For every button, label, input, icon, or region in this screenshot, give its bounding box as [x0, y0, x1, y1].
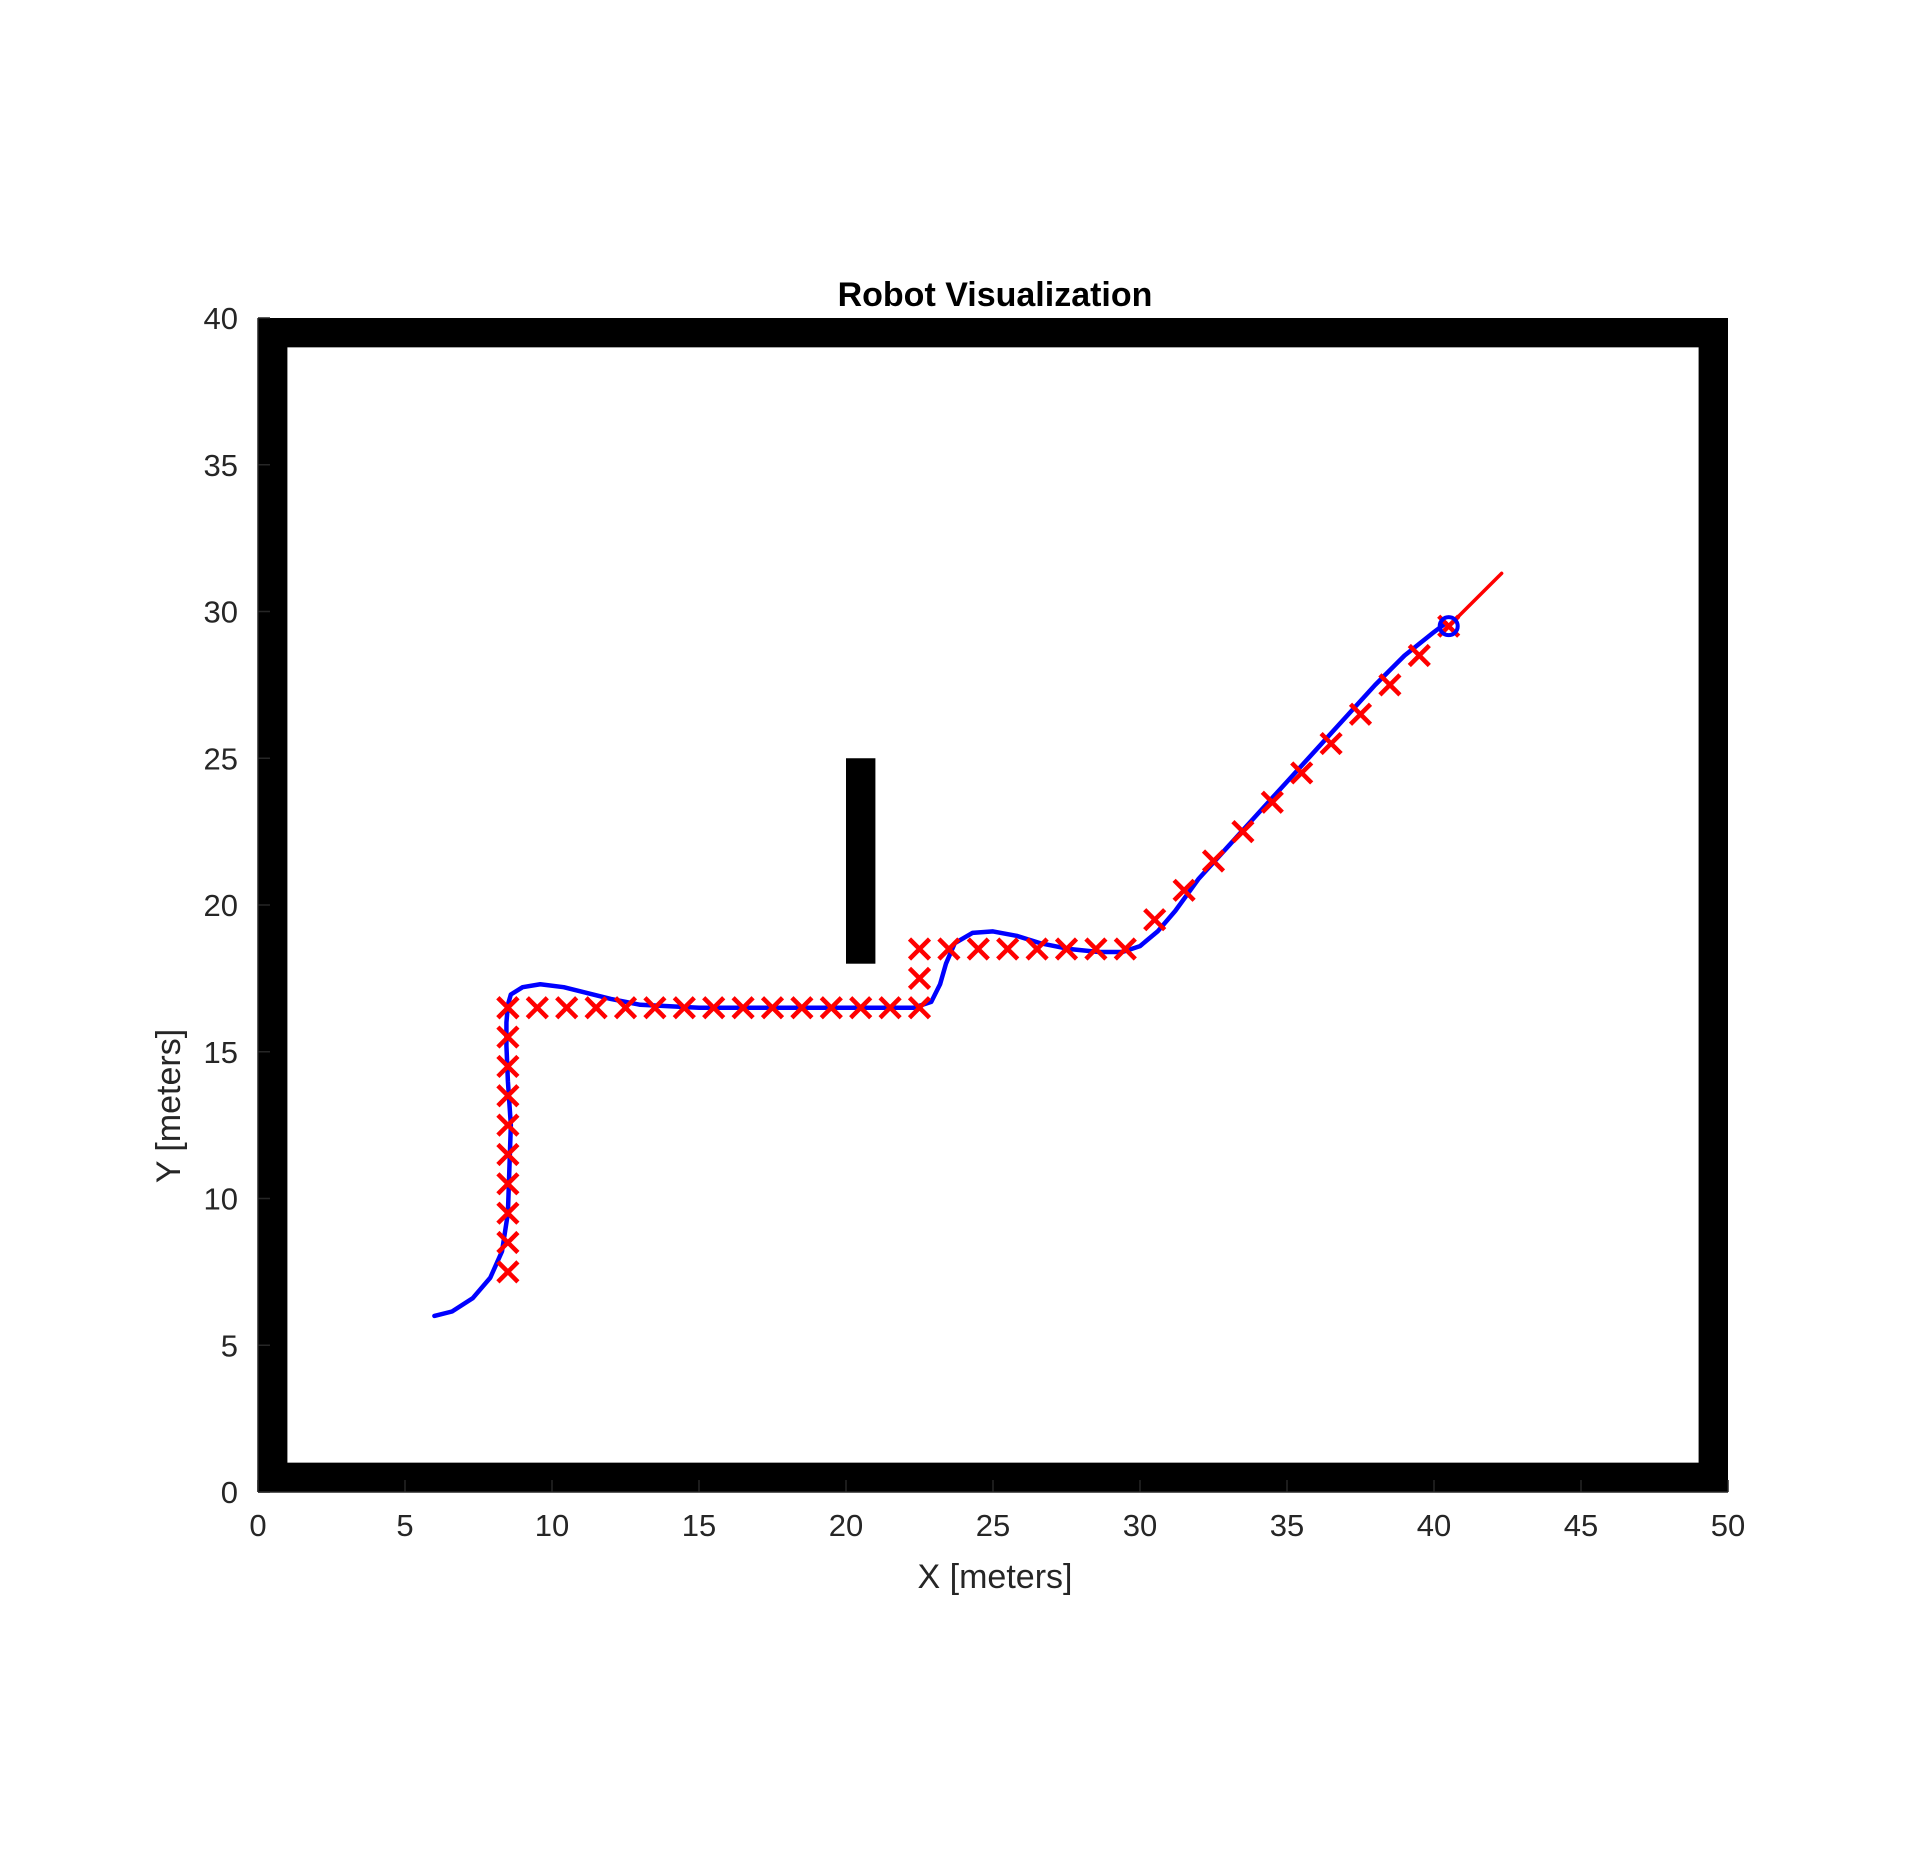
x-tick-labels: 0 5 10 15 20 25 30 35 40 45 50: [249, 1508, 1745, 1543]
waypoint-marker: [555, 996, 579, 1020]
x-tick-label: 15: [682, 1508, 716, 1543]
series-layer: [432, 571, 1504, 1319]
robot-position-marker: [1437, 615, 1460, 638]
waypoint-marker: [819, 996, 843, 1020]
waypoint-marker: [966, 937, 990, 961]
waypoint-marker: [496, 1260, 520, 1284]
x-tick-label: 20: [829, 1508, 863, 1543]
y-tick-label: 10: [204, 1182, 238, 1217]
obstacles-layer: [258, 318, 1728, 1492]
waypoint-marker: [1348, 702, 1373, 726]
waypoint-marker: [849, 996, 873, 1020]
x-tick-label: 35: [1270, 1508, 1304, 1543]
x-tick-label: 45: [1564, 1508, 1598, 1543]
waypoint-marker: [1172, 878, 1196, 902]
waypoint-marker: [1201, 849, 1226, 873]
x-tick-label: 50: [1711, 1508, 1745, 1543]
waypoint-marker: [907, 937, 932, 961]
waypoint-marker: [1113, 937, 1137, 961]
obstacle-5: [846, 758, 876, 964]
waypoint-marker: [496, 1054, 520, 1079]
y-axis-label: Y [meters]: [150, 1029, 188, 1183]
x-tick-label: 10: [535, 1508, 569, 1543]
waypoint-marker: [496, 1113, 520, 1137]
heading-line: [1446, 571, 1504, 628]
waypoint-marker: [1378, 673, 1402, 697]
x-axis-label: X [meters]: [918, 1558, 1073, 1596]
waypoint-marker: [496, 1201, 520, 1225]
obstacle-1: [258, 318, 1728, 348]
waypoint-marker: [496, 1025, 520, 1049]
x-tick-label: 0: [249, 1508, 266, 1543]
waypoint-marker: [760, 996, 785, 1020]
y-tick-label: 0: [221, 1475, 238, 1510]
waypoint-marker: [496, 1172, 520, 1196]
y-tick-label: 20: [204, 888, 238, 923]
x-tick-label: 25: [976, 1508, 1010, 1543]
waypoint-marker: [496, 1084, 520, 1108]
x-tick-label: 30: [1123, 1508, 1157, 1543]
waypoint-marker: [496, 1230, 520, 1255]
waypoint-marker: [643, 996, 667, 1020]
waypoint-marker: [907, 996, 932, 1020]
waypoint-marker: [672, 996, 696, 1020]
waypoint-marker: [1054, 937, 1079, 961]
waypoint-marker: [1084, 937, 1108, 961]
waypoint-marker: [702, 996, 726, 1020]
y-tick-label: 30: [204, 595, 238, 630]
waypoint-marker: [1319, 731, 1343, 756]
waypoint-marker: [1231, 820, 1255, 844]
x-tick-label: 5: [396, 1508, 413, 1543]
waypoint-marker: [1025, 937, 1049, 961]
waypoint-marker: [584, 996, 608, 1020]
waypoint-marker: [731, 996, 755, 1020]
waypoint-marker: [790, 996, 814, 1020]
waypoint-marker: [907, 966, 932, 990]
chart-title: Robot Visualization: [838, 276, 1153, 314]
y-tick-labels: 0 5 10 15 20 25 30 35 40: [204, 301, 238, 1510]
waypoint-marker: [1260, 790, 1284, 814]
waypoint-marker: [496, 996, 520, 1020]
waypoint-marker: [1143, 908, 1167, 932]
x-tick-label: 40: [1417, 1508, 1451, 1543]
waypoint-marker: [937, 937, 961, 961]
waypoint-marker: [1290, 761, 1314, 785]
y-tick-label: 5: [221, 1328, 238, 1363]
y-tick-label: 25: [204, 741, 238, 776]
waypoint-marker: [496, 1142, 520, 1167]
y-tick-label: 40: [204, 301, 238, 336]
waypoint-marker: [1407, 643, 1431, 668]
y-tick-label: 15: [204, 1035, 238, 1070]
obstacle-4: [1698, 318, 1728, 1492]
axes: [257, 317, 1729, 1493]
waypoint-marker: [613, 996, 638, 1020]
waypoint-marker: [525, 996, 549, 1020]
waypoint-marker: [996, 937, 1020, 961]
y-tick-label: 35: [204, 448, 238, 483]
waypoint-marker: [878, 996, 902, 1020]
